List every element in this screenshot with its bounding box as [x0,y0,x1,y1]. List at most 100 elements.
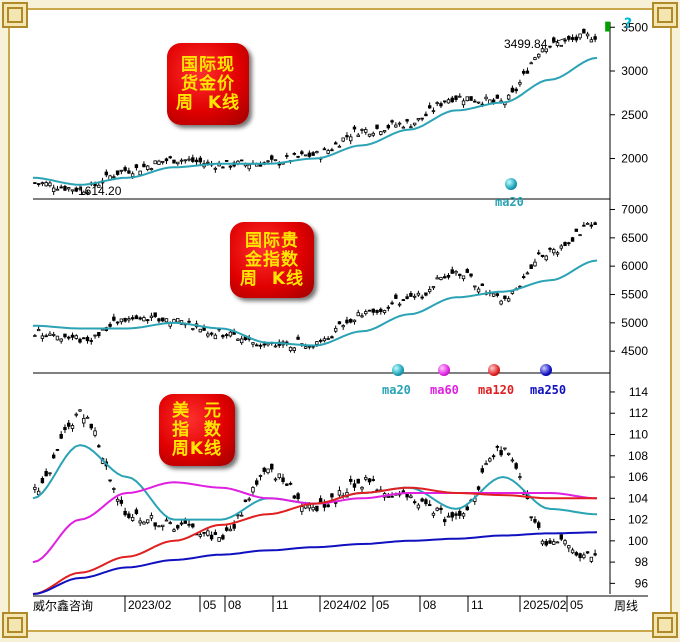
candle-body [292,495,297,499]
candle-body [44,182,48,187]
candle-body [168,156,172,159]
candle-body [270,155,274,160]
candle-body [74,413,78,416]
x-tick-label: 11 [471,598,484,612]
candle-body [187,320,191,323]
candle-body [285,155,289,157]
candle-body [176,525,180,529]
candle-body [55,335,60,341]
candle-body [59,434,63,439]
candle-body [119,499,124,504]
candle-body [582,28,586,34]
candle-body [555,42,560,46]
candle-body [209,534,214,540]
candle-body [349,478,353,482]
candle-body [469,273,473,277]
candle-body [330,493,334,498]
candle-body [540,540,545,545]
candle-body [337,145,342,148]
candle-body [292,152,297,155]
candle-body [40,182,45,185]
candle-body [521,276,526,279]
candle-body [198,328,203,333]
max-pointer-line [551,37,567,44]
candle-body [514,88,518,92]
candle-body [130,173,135,177]
candle-body [161,524,165,527]
candle-body [296,336,300,340]
candle-body [570,549,575,554]
candle-body [367,478,372,483]
x-tick-label: 05 [570,598,584,612]
candle-body [386,125,391,129]
candle-body [578,234,582,237]
candle-body [412,501,417,504]
ma250-legend-dot [540,364,552,376]
candle-body [488,458,492,462]
x-tick-label: 05 [376,598,390,612]
candle-body [495,94,500,99]
candle-body [552,249,556,254]
candle-body [458,510,462,516]
candle-body [303,154,308,157]
y-tick-label: 5500 [621,288,648,302]
candle-body [548,540,552,544]
candle-body [458,95,462,98]
candle-body [176,318,180,323]
candle-body [93,334,97,337]
ma60-legend-label: ma60 [430,383,459,397]
candle-body [427,288,432,293]
ma250-line [32,531,598,595]
candle-body [540,48,545,53]
candle-body [499,300,503,305]
ma60-legend-dot [438,364,450,376]
candle-body [427,504,432,507]
y-tick-label: 112 [629,406,648,420]
candle-body [578,33,582,39]
candle-body [548,247,552,250]
y-tick-label: 3500 [621,20,648,34]
candle-body [491,99,496,103]
candle-body [198,534,203,537]
ma20-line [32,56,598,186]
candle-body [529,62,533,65]
candle-body [506,298,511,302]
candle-body [67,187,71,190]
candle-body [55,449,60,451]
candle-body [183,159,187,162]
candle-body [525,70,530,74]
candle-body [85,191,90,194]
candle-body [157,525,161,528]
candle-body [273,478,278,481]
candle-body [115,170,120,175]
ma20-legend-label: ma20 [382,383,411,397]
candle-body [454,95,458,100]
candle-body [213,334,218,340]
candle-body [356,312,360,317]
candle-body [491,293,496,297]
scroll-indicator-icon[interactable]: ▮ [604,19,612,34]
candle-body [262,467,266,472]
candle-body [277,473,281,478]
candle-body [48,472,52,475]
candle-body [112,176,116,179]
ma250-legend-label: ma250 [530,383,567,397]
help-icon[interactable]: ? [624,16,633,32]
candle-body [221,166,225,169]
candle-body [97,445,101,448]
ma20-legend-dot [505,178,517,190]
candle-body [578,553,582,559]
candle-body [394,124,398,128]
candle-body [443,276,447,279]
candle-body [115,321,120,324]
candle-body [307,504,312,509]
candle-body [153,312,157,317]
ma120-line [32,486,597,595]
candle-body [130,517,135,521]
candle-body [288,346,293,352]
y-tick-label: 102 [628,513,648,527]
candle-body [544,541,548,546]
candle-body [157,318,161,322]
y-tick-label: 3000 [621,64,648,78]
candle-body [540,254,545,257]
